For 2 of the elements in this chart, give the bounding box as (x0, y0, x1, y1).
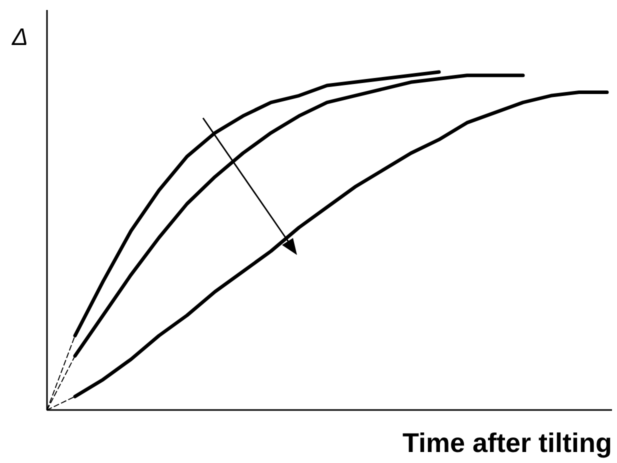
x-axis-title: Time after tilting (402, 428, 612, 458)
y-axis-title: Δ (11, 24, 28, 51)
